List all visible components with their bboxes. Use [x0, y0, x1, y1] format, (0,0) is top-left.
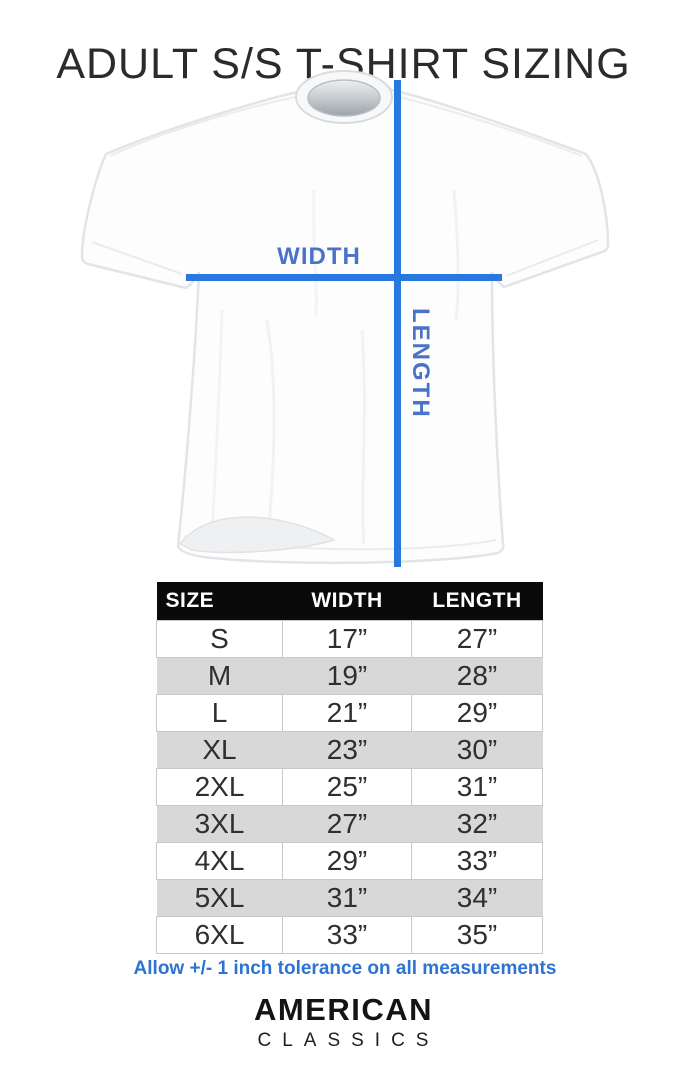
tshirt-image: [80, 70, 610, 565]
size-table-body: S 17” 27” M 19” 28” L 21” 29” XL 23” 30” 2XL 25” 31” 3X…: [156, 620, 543, 954]
length-cell: 27”: [411, 620, 543, 658]
table-row: 3XL 27” 32”: [156, 805, 543, 843]
size-cell: L: [156, 694, 283, 732]
size-table-header: SIZE WIDTH LENGTH: [156, 582, 543, 621]
size-table: SIZE WIDTH LENGTH S 17” 27” M 19” 28” L 21” 29” X…: [156, 582, 543, 954]
size-cell: 3XL: [156, 805, 283, 843]
width-cell: 33”: [282, 916, 412, 954]
width-cell: 27”: [282, 805, 412, 843]
table-row: 4XL 29” 33”: [156, 842, 543, 880]
col-header-length: LENGTH: [411, 582, 543, 621]
size-cell: S: [156, 620, 283, 658]
collar-opening: [307, 79, 381, 117]
length-cell: 28”: [411, 657, 543, 695]
brand-name-american: AMERICAN: [253, 992, 434, 1027]
length-cell: 34”: [411, 879, 543, 917]
size-cell: 6XL: [156, 916, 283, 954]
size-cell: 5XL: [156, 879, 283, 917]
width-cell: 25”: [282, 768, 412, 806]
length-label: LENGTH: [407, 308, 434, 419]
length-cell: 35”: [411, 916, 543, 954]
length-cell: 29”: [411, 694, 543, 732]
length-cell: 33”: [411, 842, 543, 880]
table-row: M 19” 28”: [156, 657, 543, 695]
length-cell: 32”: [411, 805, 543, 843]
length-measure-line: [394, 80, 401, 567]
table-row: 2XL 25” 31”: [156, 768, 543, 806]
width-cell: 17”: [282, 620, 412, 658]
table-row: L 21” 29”: [156, 694, 543, 732]
width-cell: 23”: [282, 731, 412, 769]
col-header-size: SIZE: [156, 582, 283, 621]
table-row: 6XL 33” 35”: [156, 916, 543, 954]
brand-name-classics: CLASSICS: [257, 1029, 440, 1051]
width-cell: 21”: [282, 694, 412, 732]
length-cell: 31”: [411, 768, 543, 806]
width-label: WIDTH: [277, 243, 361, 270]
width-measure-line: [186, 274, 502, 281]
size-cell: 4XL: [156, 842, 283, 880]
col-header-width: WIDTH: [282, 582, 412, 621]
table-row: S 17” 27”: [156, 620, 543, 658]
length-cell: 30”: [411, 731, 543, 769]
table-row: 5XL 31” 34”: [156, 879, 543, 917]
width-cell: 19”: [282, 657, 412, 695]
size-cell: 2XL: [156, 768, 283, 806]
size-cell: M: [156, 657, 283, 695]
header-row: SIZE WIDTH LENGTH: [156, 582, 543, 621]
brand-logo: AMERICAN CLASSICS: [0, 992, 687, 1052]
tshirt-silhouette: [80, 70, 610, 565]
size-cell: XL: [156, 731, 283, 769]
width-cell: 29”: [282, 842, 412, 880]
tolerance-note: Allow +/- 1 inch tolerance on all measur…: [133, 958, 557, 979]
table-row: XL 23” 30”: [156, 731, 543, 769]
width-cell: 31”: [282, 879, 412, 917]
